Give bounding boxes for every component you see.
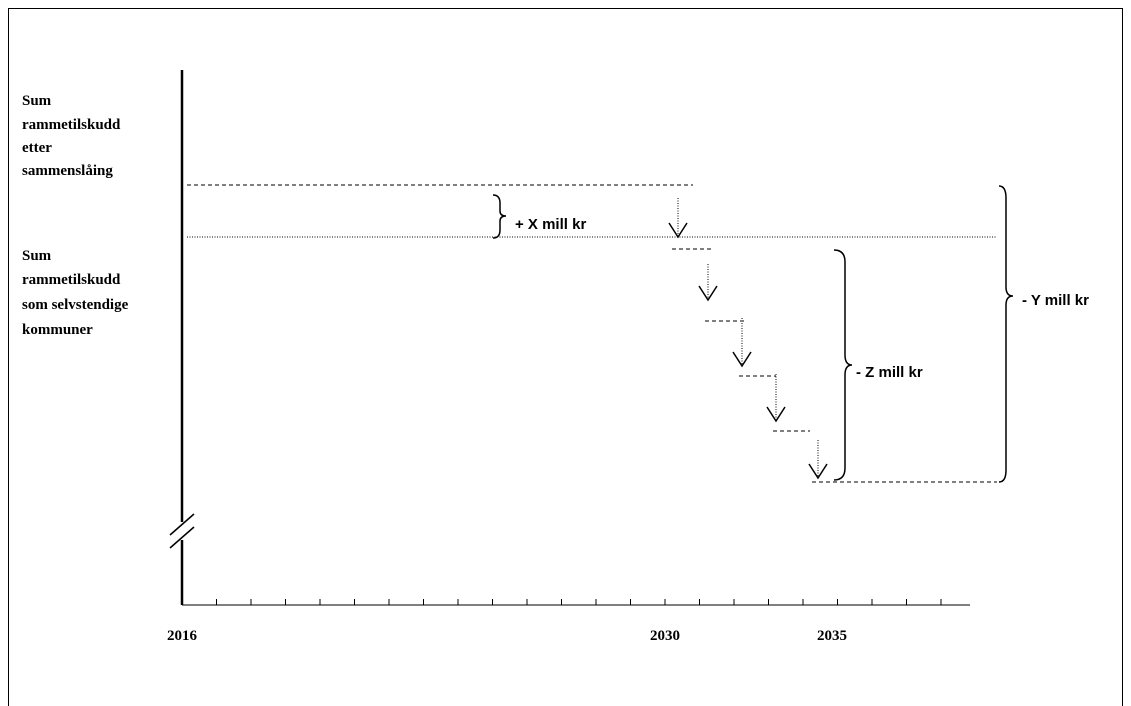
arrow-head [808,463,828,480]
year-label: 2016 [167,628,198,644]
label-line: rammetilskudd [22,117,121,133]
label-line: rammetilskudd [22,272,121,288]
brace-label: + X mill kr [515,216,586,233]
label-line: sammenslåing [22,163,113,179]
separate-label: Sum rammetilskudd som selvstendige kommu… [22,248,129,338]
arrow-head [732,351,752,368]
year-label: 2035 [817,628,847,644]
arrow-head [698,285,718,302]
brace-label: - Y mill kr [1022,292,1089,309]
arrows [668,198,828,480]
year-label: 2030 [650,628,680,644]
label-line: kommuner [22,322,93,338]
ticks [181,599,942,605]
brace-z [833,249,853,481]
brace-label: - Z mill kr [856,364,923,381]
label-line: etter [22,140,52,156]
frame [8,8,1123,706]
brace-x [492,194,507,239]
axis-break [169,526,195,549]
label-line: som selvstendige [22,297,129,313]
label-line: Sum [22,248,52,264]
label-line: Sum [22,93,52,109]
arrow-head [668,222,688,239]
brace-y [998,185,1014,483]
arrow-head [766,406,786,423]
merged-label: Sum rammetilskudd etter sammenslåing [22,93,121,179]
axis-break [169,513,195,536]
